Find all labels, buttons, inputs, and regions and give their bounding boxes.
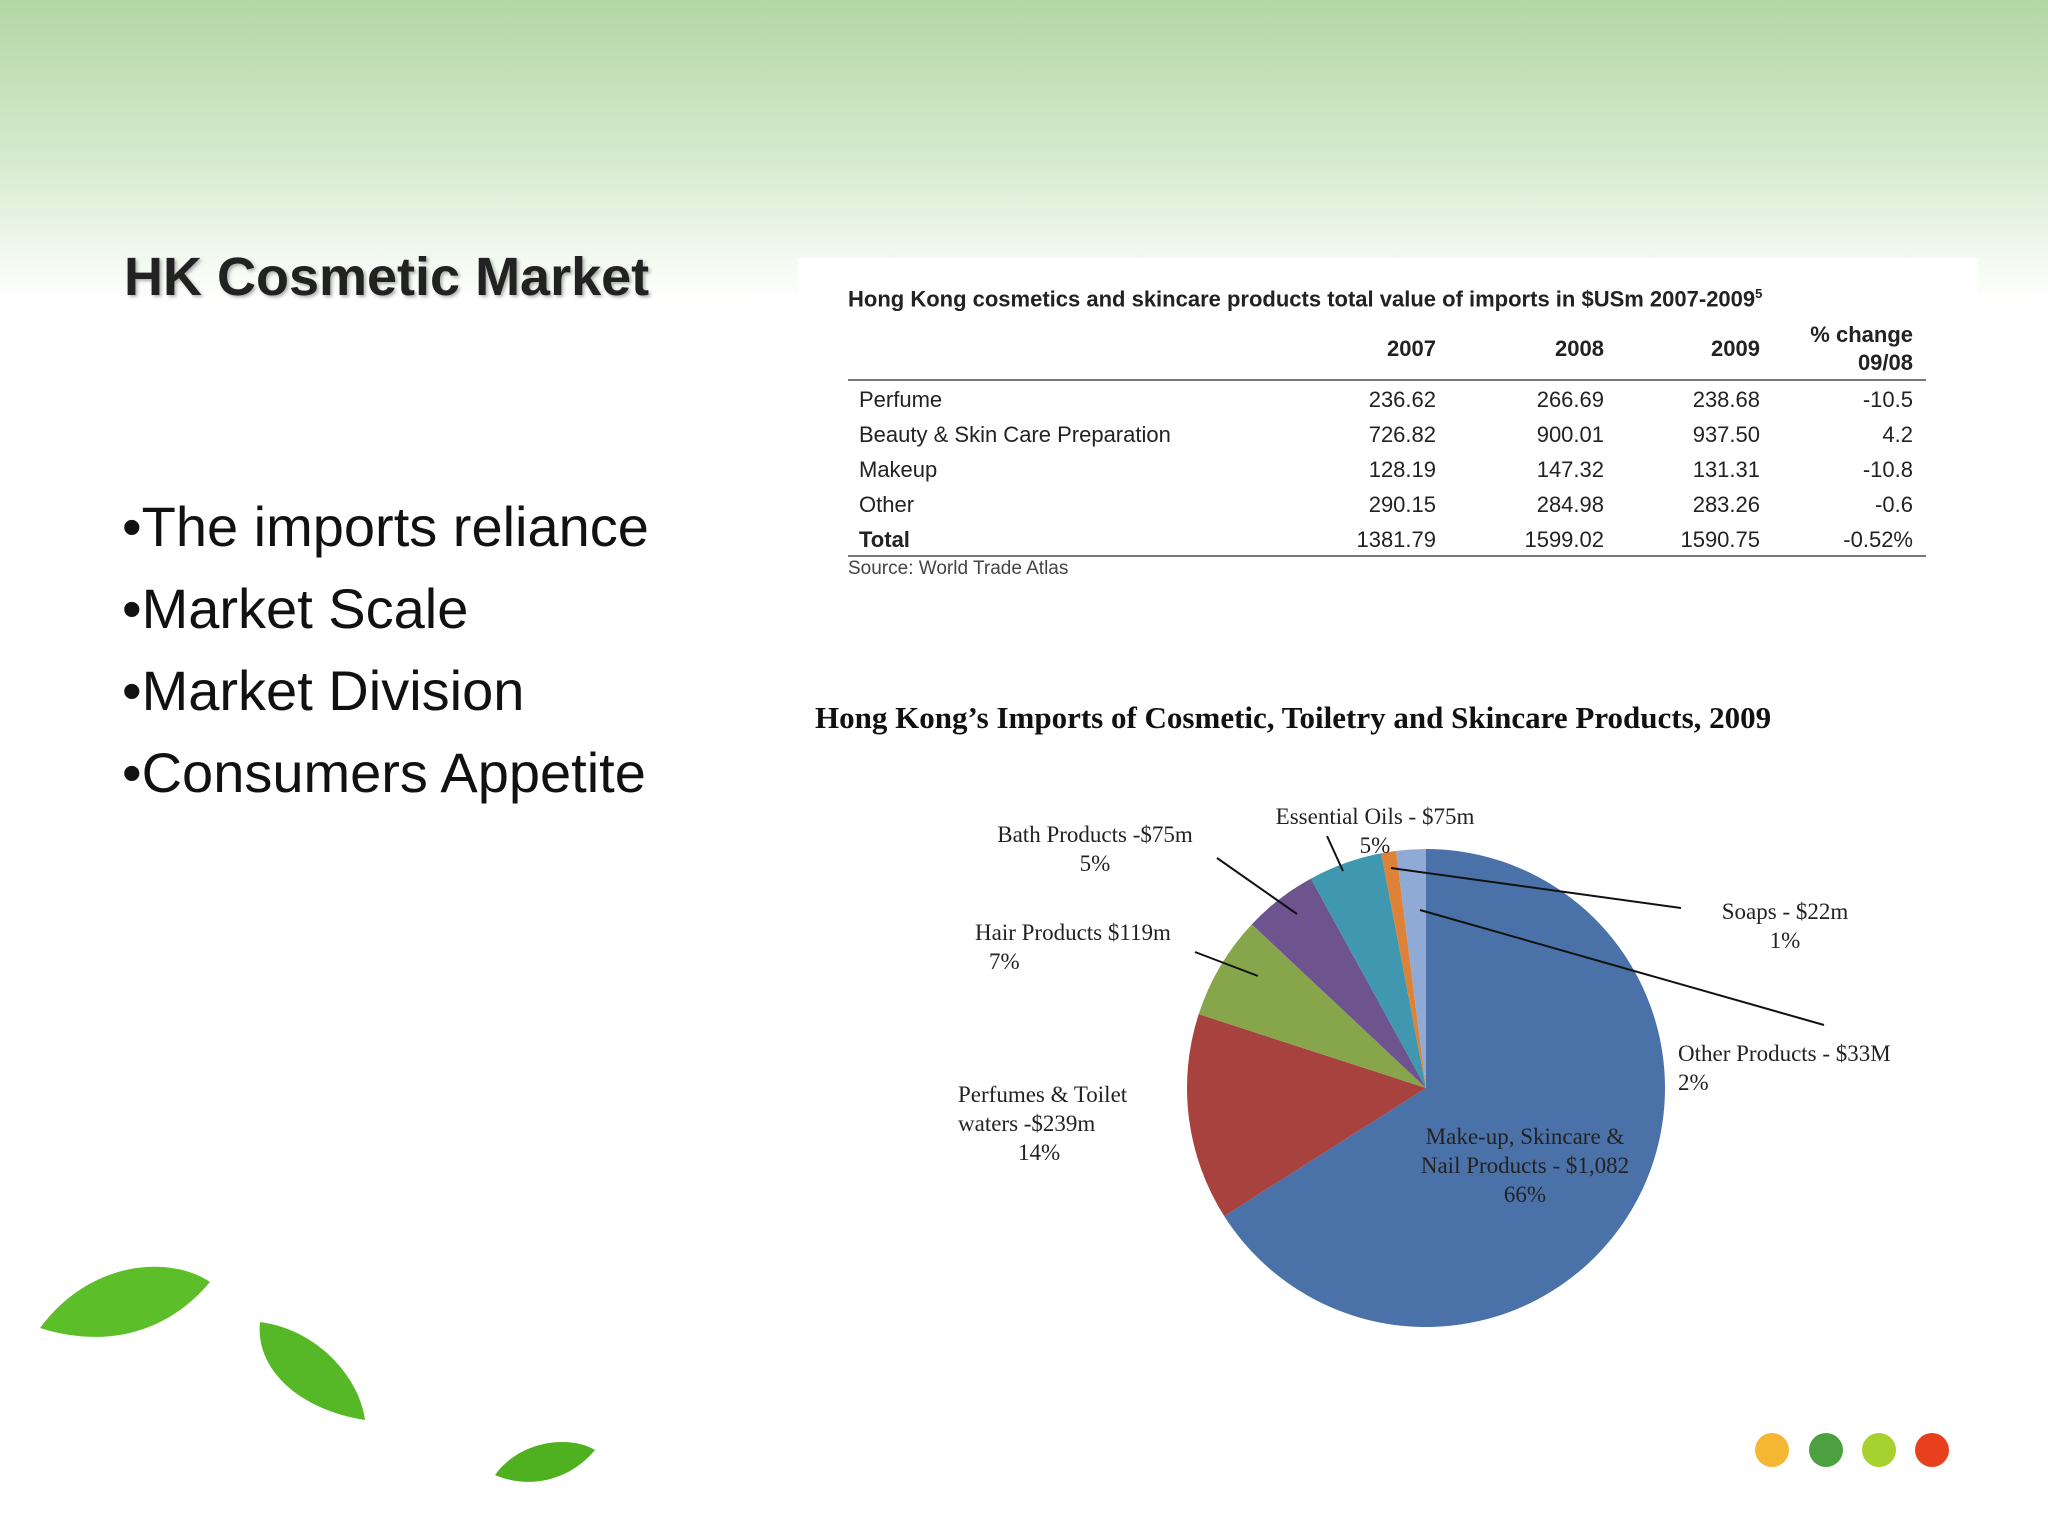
slide-title: HK Cosmetic Market (124, 247, 650, 307)
table-cell: 238.68 (1692, 387, 1760, 412)
table-cell: 128.19 (1368, 457, 1436, 482)
row-label: Beauty & Skin Care Preparation (859, 422, 1171, 447)
leader-line (1216, 857, 1298, 915)
bullet: •Market Division (122, 659, 525, 722)
table-cell: 290.15 (1368, 492, 1436, 517)
pie-label: Hair Products $119m 7% (975, 918, 1235, 976)
dot (1755, 1433, 1789, 1467)
table-title: Hong Kong cosmetics and skincare product… (848, 286, 1762, 312)
slice-name: Essential Oils - $75m (1275, 804, 1475, 829)
dot (1809, 1433, 1843, 1467)
bullet: •The imports reliance (122, 495, 649, 558)
table-cell: 1381.79 (1356, 527, 1436, 552)
leaf (259, 1322, 365, 1420)
table-source: Source: World Trade Atlas (848, 558, 1069, 579)
slice-name: Hair Products $119m (975, 920, 1171, 945)
slice-name: Make-up, Skincare & Nail Products - $1,0… (1420, 1124, 1630, 1178)
slice-name: Perfumes & Toilet waters -$239m (958, 1082, 1128, 1136)
bullet: •Consumers Appetite (122, 741, 646, 804)
chart-title: Hong Kong’s Imports of Cosmetic, Toiletr… (815, 700, 1772, 735)
slice-value-label: 1% (1769, 928, 1801, 953)
table-rule (848, 555, 1926, 557)
leaf (40, 1266, 210, 1337)
table-cell: 266.69 (1536, 387, 1604, 412)
column-header: 2007 (1387, 336, 1436, 361)
leader-line (1194, 951, 1259, 977)
leader-line (1419, 909, 1825, 1026)
pie-slice (1224, 849, 1665, 1328)
slice-name: Other Products - $33M (1678, 1041, 1891, 1066)
table-cell: 900.01 (1536, 422, 1604, 447)
column-header: 2008 (1555, 336, 1604, 361)
table-title-text: Hong Kong cosmetics and skincare product… (848, 286, 1756, 312)
slice-value-label: 5% (1359, 833, 1391, 858)
pie-slice (1198, 924, 1426, 1088)
leader-line (1326, 835, 1344, 872)
table-rule (848, 379, 1926, 381)
dot (1915, 1433, 1949, 1467)
table-cell: -10.8 (1862, 457, 1913, 482)
pie-label: Soaps - $22m 1% (1680, 897, 1890, 955)
pie-label: Other Products - $33M 2% (1678, 1039, 1948, 1097)
slice-name: Soaps - $22m (1721, 899, 1849, 924)
pie-slice (1381, 850, 1426, 1088)
table-cell: -10.5 (1862, 387, 1913, 412)
table-cell: 284.98 (1536, 492, 1604, 517)
table-cell: 726.82 (1368, 422, 1436, 447)
row-label: Perfume (859, 387, 943, 412)
table-cell: 147.32 (1536, 457, 1604, 482)
table-cell: 1590.75 (1680, 527, 1760, 552)
table-cell: 937.50 (1692, 422, 1760, 447)
slice-name: Bath Products -$75m (997, 822, 1193, 847)
pie-slice (1187, 1014, 1426, 1217)
table-cell: 236.62 (1368, 387, 1436, 412)
column-header: 2009 (1711, 336, 1760, 361)
slice-value-label: 66% (1503, 1182, 1547, 1207)
pie-label: Perfumes & Toilet waters -$239m 14% (958, 1080, 1168, 1167)
table-cell: -0.6 (1875, 492, 1913, 517)
slice-value-label: 7% (989, 949, 1020, 974)
table-cell: 4.2 (1882, 422, 1913, 447)
row-label: Other (859, 492, 915, 517)
pie-slice (1310, 853, 1426, 1088)
column-header: 09/08 (1857, 350, 1913, 375)
slice-value-label: 14% (1018, 1140, 1061, 1165)
table-cell: 131.31 (1692, 457, 1760, 482)
pie-slice (1396, 849, 1426, 1088)
dot (1862, 1433, 1896, 1467)
leader-line (1390, 867, 1682, 909)
table-cell: -0.52% (1843, 527, 1913, 552)
slice-value-label: 5% (1079, 851, 1111, 876)
pie-label: Essential Oils - $75m 5% (1255, 802, 1495, 860)
pie-slice (1251, 878, 1426, 1088)
pie-label: Make-up, Skincare & Nail Products - $1,0… (1420, 1122, 1630, 1209)
pie-label: Bath Products -$75m 5% (960, 820, 1230, 878)
table-cell: 283.26 (1692, 492, 1760, 517)
row-label: Total (859, 527, 910, 552)
row-label: Makeup (859, 457, 938, 482)
leaf (495, 1442, 595, 1482)
bullet: •Market Scale (122, 577, 469, 640)
table-cell: 1599.02 (1524, 527, 1604, 552)
note-mark: 5 (1755, 286, 1763, 301)
table-panel (798, 258, 1978, 598)
slice-value-label: 2% (1678, 1070, 1709, 1095)
column-header: % change (1810, 322, 1913, 347)
